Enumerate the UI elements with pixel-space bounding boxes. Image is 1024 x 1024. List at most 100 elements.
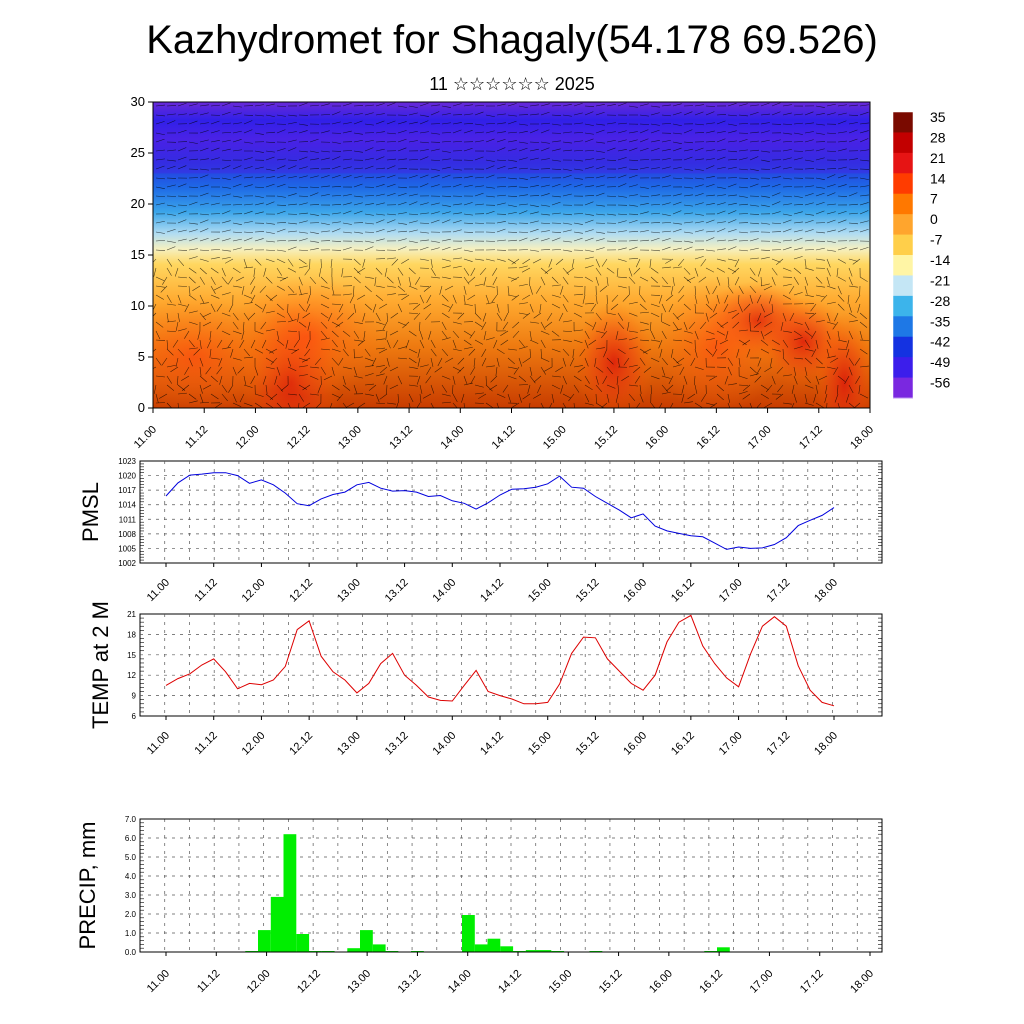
- wind-barb: [375, 193, 385, 197]
- wind-barb: [353, 240, 363, 243]
- wind-barb: [661, 148, 671, 152]
- wind-barb: [263, 267, 267, 277]
- wind-barb: [330, 258, 333, 268]
- x-tick-label: 17.12: [764, 730, 792, 758]
- wind-barb: [562, 183, 572, 188]
- wind-barb: [254, 202, 264, 206]
- wind-barb: [452, 339, 457, 349]
- wind-barb: [628, 258, 638, 260]
- wind-barb: [672, 321, 679, 330]
- wind-barb: [155, 339, 165, 341]
- wind-barb: [301, 357, 311, 363]
- wind-barb: [683, 111, 693, 116]
- wind-barb: [368, 384, 377, 391]
- wind-barb: [397, 357, 407, 360]
- wind-barb: [243, 348, 250, 357]
- wind-barb: [235, 276, 245, 282]
- wind-barb: [232, 195, 242, 198]
- wind-barb: [199, 158, 209, 161]
- wind-barb: [276, 258, 286, 264]
- wind-barb: [463, 330, 472, 336]
- wind-barb: [793, 122, 803, 125]
- wind-barb: [331, 321, 341, 327]
- wind-barb: [551, 123, 561, 126]
- wind-barb: [188, 393, 197, 400]
- wind-barb: [397, 201, 407, 206]
- x-tick-label: 14.00: [438, 424, 466, 452]
- wind-barb: [210, 285, 216, 294]
- wind-barb: [188, 256, 198, 260]
- wind-barb: [287, 114, 297, 117]
- wind-barb: [639, 348, 648, 355]
- wind-barb: [617, 338, 627, 341]
- wind-barb: [639, 303, 647, 311]
- wind-barb: [342, 122, 352, 125]
- wind-barb: [793, 157, 803, 161]
- wind-barb: [331, 303, 341, 305]
- wind-barb: [445, 357, 454, 363]
- wind-barb: [232, 165, 242, 170]
- wind-barb: [441, 258, 451, 262]
- wind-barb: [419, 114, 429, 117]
- wind-barb: [837, 140, 847, 143]
- x-tick-label: 15.00: [526, 577, 554, 605]
- wind-barb: [760, 330, 765, 340]
- wind-barb: [353, 356, 363, 359]
- wind-barb: [221, 122, 231, 125]
- wind-barb: [700, 321, 707, 330]
- wind-barb: [661, 321, 671, 327]
- wind-barb: [738, 375, 748, 380]
- wind-barb: [419, 183, 429, 188]
- wind-barb: [386, 257, 396, 260]
- wind-barb: [493, 339, 498, 349]
- wind-barb: [309, 231, 319, 234]
- wind-barb: [782, 294, 791, 300]
- wind-barb: [503, 312, 509, 322]
- wind-barb: [705, 141, 715, 143]
- wind-barb: [221, 312, 231, 317]
- wind-barb: [791, 384, 795, 394]
- wind-barb: [837, 104, 847, 107]
- wind-barb: [672, 166, 682, 170]
- wind-barb: [485, 301, 495, 305]
- wind-barb: [679, 366, 685, 376]
- wind-barb: [364, 165, 374, 170]
- wind-barb: [419, 321, 421, 331]
- wind-barb: [298, 258, 307, 265]
- wind-barb: [335, 321, 344, 328]
- wind-barb: [782, 246, 792, 251]
- wind-barb: [331, 384, 340, 391]
- wind-barb: [725, 330, 729, 340]
- wind-barb: [716, 330, 726, 336]
- wind-barb: [540, 158, 550, 161]
- wind-barb: [793, 292, 803, 296]
- wind-barb: [716, 148, 726, 152]
- wind-barb: [331, 212, 341, 215]
- wind-barb: [660, 312, 663, 322]
- wind-barb: [353, 348, 355, 358]
- wind-barb: [441, 265, 451, 269]
- wind-barb: [676, 357, 685, 364]
- wind-barb: [756, 366, 762, 375]
- wind-barb: [463, 123, 473, 125]
- wind-barb: [298, 303, 305, 312]
- wind-barb: [457, 357, 465, 365]
- wind-barb: [155, 202, 165, 206]
- wind-barb: [782, 104, 792, 107]
- wind-barb: [507, 166, 517, 170]
- wind-barb: [811, 330, 817, 339]
- wind-barb: [375, 141, 385, 143]
- wind-barb: [188, 158, 198, 161]
- wind-barb: [276, 210, 286, 215]
- wind-barb: [573, 293, 583, 296]
- wind-barb: [331, 357, 339, 365]
- wind-barb: [419, 393, 422, 403]
- wind-barb: [441, 150, 451, 153]
- wind-barb: [397, 222, 407, 225]
- wind-barb: [298, 238, 308, 242]
- wind-barb: [159, 393, 168, 399]
- wind-barb: [837, 339, 847, 343]
- wind-barb: [243, 248, 253, 251]
- y-tick-label: 15: [131, 247, 145, 262]
- wind-barb: [221, 220, 231, 224]
